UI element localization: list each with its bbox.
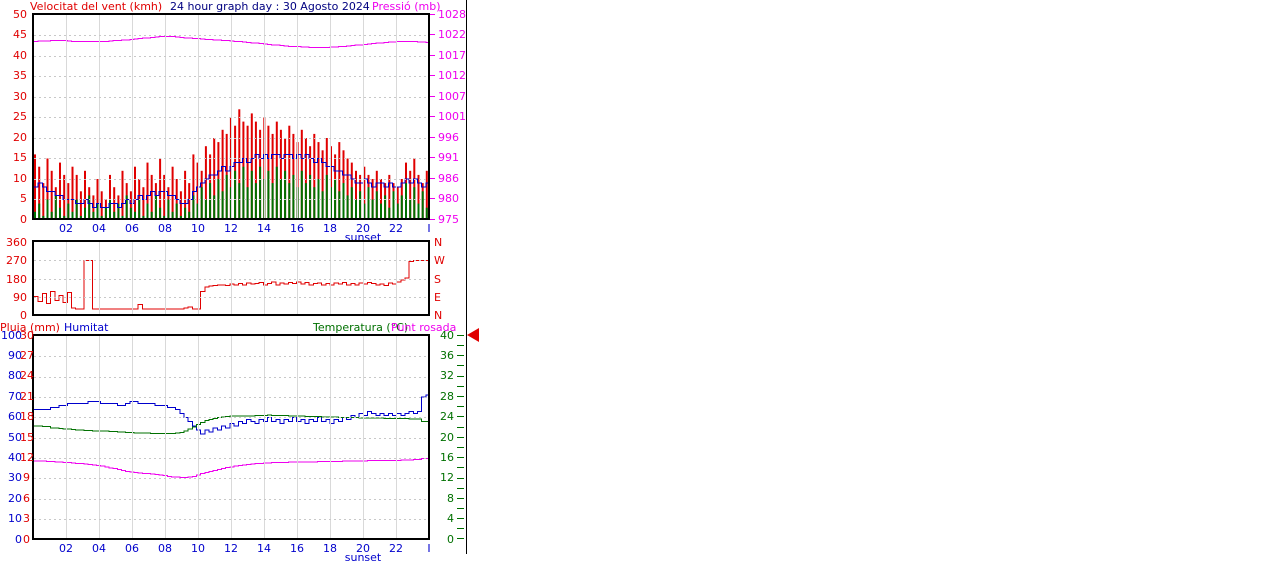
pressure-header-label: Pressió (mb) xyxy=(372,0,441,13)
sunset-label-wind: sunset xyxy=(344,231,382,244)
rain-header-label: Pluja (mm) xyxy=(0,321,60,334)
wind-speed-panel: Velocitat del vent (kmh) 24 hour graph d… xyxy=(13,0,466,244)
temp-humidity-plot-area xyxy=(32,334,430,540)
left-triangle-marker-icon xyxy=(467,328,479,342)
wind-direction-series xyxy=(34,260,428,310)
canvas-right-edge xyxy=(466,0,467,554)
wind-direction-panel: 360 270 180 90 0 N W S E N xyxy=(6,236,445,322)
dewpoint-header-label: Punt rosada xyxy=(391,321,457,334)
wind-direction-plot-area xyxy=(32,240,430,316)
wind-speed-series xyxy=(34,35,428,218)
page-title: 24 hour graph day : 30 Agosto 2024 xyxy=(170,0,370,13)
humidity-header-label: Humitat xyxy=(64,321,109,334)
wind-speed-plot-area xyxy=(32,13,430,220)
wind-speed-header-label: Velocitat del vent (kmh) xyxy=(30,0,163,13)
temperature-header-label: Temperatura (°C) xyxy=(313,321,409,334)
temp-humidity-panel: Pluja (mm) Humitat Temperatura (°C) Punt… xyxy=(0,320,490,563)
